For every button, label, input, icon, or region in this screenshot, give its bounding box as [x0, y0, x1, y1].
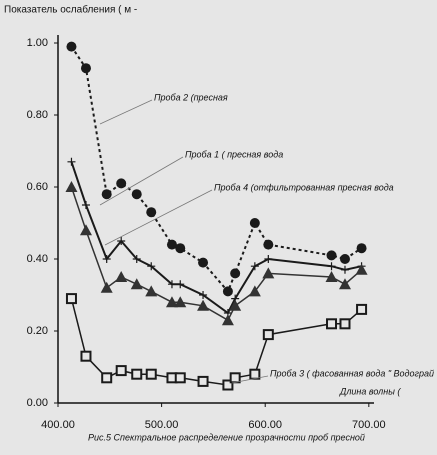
- point: [249, 368, 261, 380]
- x-axis-title: Длина волны (: [339, 386, 401, 396]
- point: [174, 296, 187, 308]
- callout-line: [104, 189, 213, 246]
- point: [327, 262, 336, 271]
- series-line: [70, 161, 362, 315]
- series-line: [70, 298, 363, 386]
- point: [145, 285, 158, 297]
- y-tick-label: 0.40: [27, 253, 48, 265]
- point: [174, 372, 186, 384]
- point: [131, 368, 143, 380]
- point: [147, 262, 156, 271]
- y-axis-title: Показатель ослабления ( м -: [4, 4, 137, 16]
- point: [221, 314, 234, 326]
- point: [262, 329, 274, 341]
- point: [339, 254, 350, 264]
- point: [102, 255, 111, 263]
- point: [197, 299, 210, 311]
- point: [229, 299, 242, 311]
- point: [130, 278, 143, 290]
- point: [101, 189, 112, 200]
- point: [248, 285, 261, 297]
- point: [263, 239, 274, 250]
- point: [100, 281, 113, 293]
- point: [132, 255, 141, 263]
- point: [326, 250, 337, 261]
- point: [80, 63, 91, 74]
- y-tick-label: 1.00: [27, 37, 48, 49]
- y-tick-label: 0.00: [27, 397, 48, 409]
- point: [356, 243, 367, 254]
- x-tick-label: 600.00: [248, 419, 282, 431]
- x-tick-label: 500.00: [145, 419, 179, 431]
- point: [338, 278, 351, 290]
- point: [230, 268, 241, 279]
- point: [199, 291, 208, 299]
- y-tick-label: 0.60: [27, 181, 48, 193]
- point: [146, 207, 157, 218]
- point: [79, 224, 92, 236]
- point: [101, 372, 113, 384]
- point: [65, 293, 77, 305]
- point: [229, 372, 241, 384]
- point: [222, 379, 234, 391]
- point: [222, 286, 233, 297]
- point: [176, 280, 185, 289]
- point: [198, 257, 209, 268]
- point: [340, 265, 349, 274]
- point: [264, 255, 273, 263]
- point: [131, 189, 142, 200]
- point: [167, 280, 176, 289]
- point: [355, 263, 368, 275]
- point: [175, 243, 186, 254]
- y-tick-label: 0.80: [27, 109, 48, 121]
- point: [262, 267, 275, 279]
- point: [116, 178, 127, 189]
- point: [81, 201, 90, 209]
- point: [356, 303, 368, 315]
- point: [65, 181, 78, 192]
- y-tick-label: 0.20: [27, 325, 48, 337]
- caption: Рис.5 Спектральное распределение прозрач…: [88, 432, 365, 442]
- point: [145, 368, 157, 380]
- point: [80, 350, 92, 362]
- point: [67, 157, 76, 166]
- callout-line: [99, 156, 184, 206]
- x-tick-label: 700.00: [352, 419, 386, 431]
- point: [166, 239, 177, 250]
- series-label: Проба 2 (пресная: [154, 92, 228, 102]
- point: [326, 318, 338, 330]
- callout-line: [231, 375, 269, 384]
- series-label: Проба 1 ( пресная вода: [185, 149, 283, 159]
- series-line: [70, 46, 363, 294]
- callout-line: [99, 99, 153, 125]
- point: [250, 262, 259, 271]
- point: [165, 296, 178, 308]
- point: [117, 237, 126, 245]
- point: [115, 271, 128, 282]
- series-line: [70, 186, 363, 322]
- x-tick-label: 400.00: [41, 419, 75, 431]
- point: [66, 41, 77, 52]
- point: [325, 271, 338, 282]
- point: [115, 365, 127, 377]
- series-label: Проба 3 ( фасованная вода " Водограй: [270, 368, 434, 378]
- point: [197, 375, 209, 387]
- point: [339, 318, 351, 330]
- point: [249, 218, 260, 228]
- series-label: Проба 4 (отфильтрованная пресная вода: [214, 182, 394, 192]
